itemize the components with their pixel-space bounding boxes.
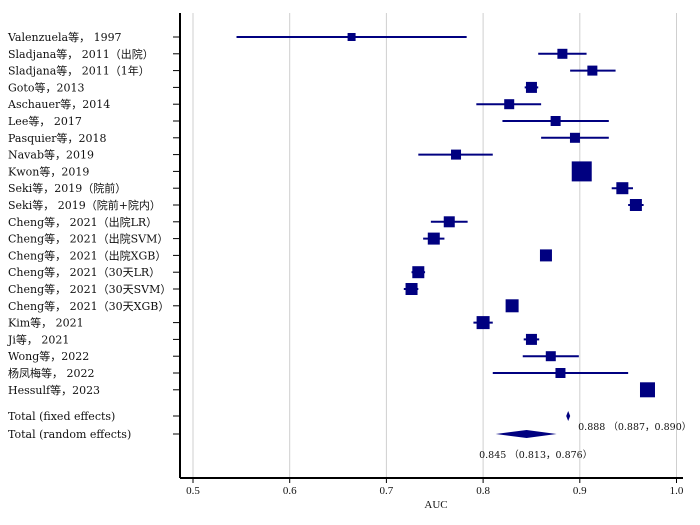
study-labels: Valenzuela等， 1997 Sladjana等， 2011（出院） Slad… xyxy=(7,30,180,441)
study-label: Seki等， 2019（院前+院内） xyxy=(8,198,161,212)
study-label: Valenzuela等， 1997 xyxy=(7,30,122,44)
point-estimate-square xyxy=(451,149,462,160)
pooled-estimate-text: 0.845 （0.813，0.876） xyxy=(479,449,592,461)
study-label: Cheng等， 2021（出院SVM） xyxy=(8,232,168,246)
point-estimate-square xyxy=(443,216,455,228)
study-label: Sladjana等， 2011（出院） xyxy=(8,47,154,61)
point-estimate-square xyxy=(412,266,425,279)
x-tick-label: 0.6 xyxy=(283,485,297,497)
point-estimate-square xyxy=(427,232,440,245)
grid-lines xyxy=(192,13,677,478)
study-label: Hessulf等，2023 xyxy=(8,383,100,397)
study-label: Sladjana等， 2011（1年） xyxy=(8,64,150,78)
study-label: Cheng等， 2021（30天XGB） xyxy=(8,299,169,313)
x-tick-label: 0.9 xyxy=(573,485,587,497)
x-tick-label: 0.5 xyxy=(186,485,200,497)
study-label: Cheng等， 2021（30天LR） xyxy=(8,265,160,279)
x-tick-label: 0.8 xyxy=(476,485,490,497)
study-label: Kim等， 2021 xyxy=(8,316,84,330)
point-estimate-square xyxy=(504,99,515,110)
point-estimate-square xyxy=(405,283,418,295)
point-estimate-square xyxy=(629,199,642,211)
study-label: Navab等，2019 xyxy=(8,148,94,162)
pooled-label: Total (random effects) xyxy=(8,428,131,441)
study-label: 杨凤梅等， 2022 xyxy=(8,366,95,380)
study-label: Cheng等， 2021（出院LR） xyxy=(8,215,157,229)
pooled-diamond xyxy=(495,430,557,438)
study-label: Pasquier等，2018 xyxy=(8,131,107,145)
study-label: Aschauer等，2014 xyxy=(7,97,110,111)
x-ticks: 0.5 0.6 0.7 0.8 0.9 1.0 xyxy=(186,478,684,497)
point-estimate-square xyxy=(550,116,561,126)
point-estimate-square xyxy=(539,249,552,262)
pooled-diamond xyxy=(566,411,571,421)
data-marks: 0.888 （0.887，0.890） 0.845 （0.813，0.876） xyxy=(236,33,691,461)
study-label: Seki等，2019（院前） xyxy=(8,181,126,195)
x-axis-title: AUC xyxy=(424,499,447,511)
pooled-estimate-text: 0.888 （0.887，0.890） xyxy=(578,421,691,433)
study-label: Kwon等，2019 xyxy=(8,164,89,178)
point-estimate-square xyxy=(347,33,356,41)
point-estimate-square xyxy=(476,316,490,330)
point-estimate-square xyxy=(555,368,566,378)
x-tick-label: 0.7 xyxy=(380,485,394,497)
point-estimate-square xyxy=(639,382,655,398)
point-estimate-square xyxy=(587,65,598,76)
study-label: Cheng等， 2021（30天SVM） xyxy=(8,282,171,296)
x-tick-label: 1.0 xyxy=(670,485,684,497)
point-estimate-square xyxy=(525,81,537,93)
axes xyxy=(179,13,683,479)
point-estimate-square xyxy=(569,132,580,143)
study-label: Ji等， 2021 xyxy=(7,332,69,346)
study-label: Wong等，2022 xyxy=(8,349,89,363)
study-label: Cheng等， 2021（出院XGB） xyxy=(8,248,166,262)
point-estimate-square xyxy=(616,182,629,195)
point-estimate-square xyxy=(545,351,556,362)
pooled-label: Total (fixed effects) xyxy=(8,410,115,423)
point-estimate-square xyxy=(557,48,568,59)
study-label: Lee等， 2017 xyxy=(8,114,82,128)
point-estimate-square xyxy=(525,333,537,345)
study-label: Goto等，2013 xyxy=(8,80,84,94)
point-estimate-square xyxy=(571,161,592,182)
point-estimate-square xyxy=(505,299,519,313)
